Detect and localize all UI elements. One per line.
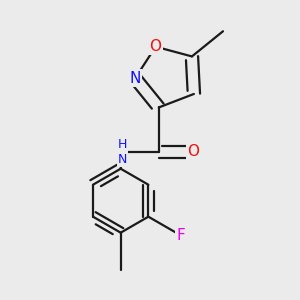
Text: F: F <box>177 228 185 243</box>
Text: O: O <box>150 39 162 54</box>
Text: O: O <box>188 144 200 159</box>
Text: H
N: H N <box>118 138 127 166</box>
Text: N: N <box>130 71 141 86</box>
